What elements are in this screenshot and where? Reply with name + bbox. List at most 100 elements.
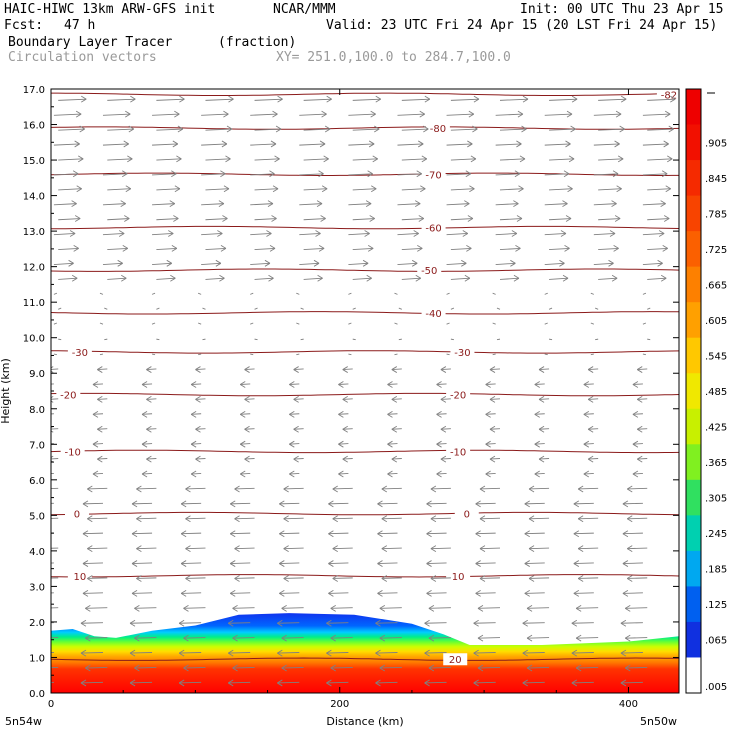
wind-vector xyxy=(156,188,180,191)
wind-vector-head xyxy=(264,259,271,267)
wind-vector-head xyxy=(69,230,76,237)
wind-vector xyxy=(534,413,545,415)
wind-vector-head xyxy=(627,545,633,553)
wind-vector xyxy=(544,113,573,116)
wind-vector xyxy=(102,262,123,265)
wind-vector xyxy=(647,277,667,280)
wind-vector-head xyxy=(293,396,299,403)
wind-vector xyxy=(446,262,467,265)
wind-vector-head xyxy=(472,125,478,133)
wind-vector-head xyxy=(141,440,148,448)
wind-vector-head xyxy=(369,215,375,222)
wind-vector-head xyxy=(283,485,289,493)
wind-vector xyxy=(107,188,131,191)
wind-vector-head xyxy=(328,590,334,597)
wind-vector xyxy=(191,472,202,475)
wind-vector xyxy=(179,681,202,684)
wind-vector xyxy=(428,637,451,639)
wind-vector-head xyxy=(293,425,299,433)
contour-label: -80 xyxy=(430,124,446,135)
contour-label-bg xyxy=(421,168,446,181)
wind-vector xyxy=(499,277,519,280)
wind-vector xyxy=(326,622,349,624)
wind-vector-head xyxy=(244,366,250,373)
wind-vector xyxy=(583,443,594,445)
valid-time: Valid: 23 UTC Fri 24 Apr 15 (20 LST Fri … xyxy=(326,18,718,33)
wind-vector xyxy=(593,143,620,146)
wind-vector-head xyxy=(608,259,614,267)
x-tick-label: 200 xyxy=(330,699,349,710)
temperature-contours: 20 10 10 0 0 -10 -10 -20 -20 -30 -30 -40 -50 -60 -70 -8… xyxy=(51,89,679,666)
wind-vector-head xyxy=(430,515,437,523)
wind-vector xyxy=(394,292,398,295)
wind-vector-head xyxy=(141,410,148,418)
wind-vector-head xyxy=(538,396,545,403)
wind-vector xyxy=(104,307,108,310)
wind-vector xyxy=(80,681,103,684)
wind-vector xyxy=(485,443,496,445)
wind-vector xyxy=(330,666,353,669)
wind-vector xyxy=(136,487,157,490)
wind-vector xyxy=(289,472,300,475)
wind-vector-head xyxy=(627,515,633,523)
wind-vector xyxy=(394,353,398,356)
wind-vector xyxy=(152,173,177,176)
wind-vector xyxy=(228,622,251,624)
wind-vector-head xyxy=(571,95,578,103)
wind-vector xyxy=(205,277,225,280)
wind-vector xyxy=(377,532,398,535)
wind-vector-head xyxy=(479,545,486,553)
wind-vector xyxy=(473,652,496,654)
wind-vector xyxy=(92,413,103,415)
wind-vector-head xyxy=(266,230,272,237)
wind-vector xyxy=(250,262,270,265)
wind-vector-head xyxy=(76,185,82,193)
wind-vector xyxy=(583,383,594,385)
wind-vector-head xyxy=(464,200,470,208)
contour-label: -20 xyxy=(450,391,466,402)
wind-vector-head xyxy=(342,455,348,463)
colorbar-segment xyxy=(686,337,701,374)
wind-vector xyxy=(544,233,566,236)
wind-vector xyxy=(588,398,599,400)
wind-vector xyxy=(58,218,81,221)
wind-vector xyxy=(539,428,550,430)
wind-vector xyxy=(156,338,160,341)
colorbar-label: .665 xyxy=(705,280,727,291)
wind-vector xyxy=(102,203,126,206)
wind-vector xyxy=(397,262,418,265)
wind-vector-head xyxy=(526,604,533,612)
wind-vector-head xyxy=(219,274,225,282)
wind-vector xyxy=(232,637,255,639)
wind-vector-head xyxy=(485,470,491,478)
wind-vector-head xyxy=(321,185,328,193)
wind-vector-head xyxy=(234,575,240,582)
contour-label-bg xyxy=(450,345,475,358)
wind-vector xyxy=(151,292,156,295)
contour-label-bg xyxy=(421,221,446,234)
wind-vector xyxy=(379,607,402,609)
y-tick-label: 12.0 xyxy=(23,263,45,274)
wind-vector-head xyxy=(268,274,274,282)
wind-vector xyxy=(492,322,496,325)
wind-vector-head xyxy=(338,470,344,478)
wind-vector xyxy=(183,666,206,669)
wind-vector-head xyxy=(267,200,274,208)
wind-vector-head xyxy=(279,500,285,508)
wind-vector xyxy=(627,517,648,520)
wind-vector xyxy=(132,592,153,594)
wind-vector-head xyxy=(277,649,283,657)
wind-vector xyxy=(293,368,304,371)
wind-vector xyxy=(450,158,476,161)
wind-vector xyxy=(387,413,398,415)
wind-vector-head xyxy=(281,634,287,642)
org-label: NCAR/MMM xyxy=(273,2,336,17)
wind-vector-head xyxy=(479,515,486,523)
wind-vector xyxy=(195,458,206,460)
wind-vector-head xyxy=(575,634,582,642)
wind-vector-head xyxy=(513,200,519,208)
wind-vector-head xyxy=(516,140,522,148)
wind-vector-head xyxy=(583,381,590,388)
wind-vector-head xyxy=(313,259,320,267)
